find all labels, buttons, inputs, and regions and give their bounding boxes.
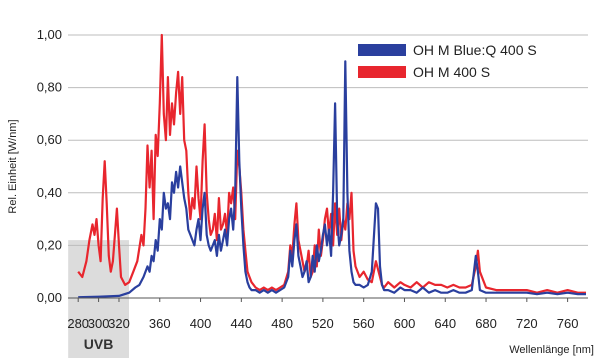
y-tick-label: 0,40 (37, 185, 62, 200)
x-tick-label: 520 (312, 316, 334, 331)
series-line-1 (78, 60, 586, 299)
band-label: UVB (84, 336, 114, 352)
x-axis-label: Wellenlänge [nm] (509, 344, 594, 356)
x-tick-label: 640 (434, 316, 456, 331)
x-tick-label: 440 (230, 316, 252, 331)
y-axis-label: Rel. Einheit [W/nm] (7, 119, 19, 213)
x-tick-label: 300 (88, 316, 110, 331)
legend-swatch (358, 66, 406, 78)
series-line-0 (77, 33, 586, 294)
x-tick-label: 680 (475, 316, 497, 331)
series-layer (77, 33, 586, 299)
y-tick-label: 0,00 (37, 290, 62, 305)
legend-swatch (358, 44, 406, 56)
x-tick-label: 320 (108, 316, 130, 331)
y-tick-label: 0,20 (37, 237, 62, 252)
x-tick-label: 400 (190, 316, 212, 331)
x-tick-label: 720 (516, 316, 538, 331)
x-tick-label: 560 (353, 316, 375, 331)
legend-label: OH M 400 S (413, 64, 490, 80)
legend: OH M Blue:Q 400 S OH M 400 S (358, 42, 537, 80)
x-tick-label: 480 (271, 316, 293, 331)
x-tick-label: 760 (557, 316, 579, 331)
y-tick-labels: 0,00 0,20 0,40 0,60 0,80 1,00 (37, 27, 62, 305)
x-tick-label: 360 (149, 316, 171, 331)
x-tick-label: 600 (394, 316, 416, 331)
legend-label: OH M Blue:Q 400 S (413, 42, 537, 58)
y-tick-label: 0,60 (37, 132, 62, 147)
y-tick-label: 1,00 (37, 27, 62, 42)
x-tick-label: 280 (67, 316, 89, 331)
y-tick-label: 0,80 (37, 80, 62, 95)
